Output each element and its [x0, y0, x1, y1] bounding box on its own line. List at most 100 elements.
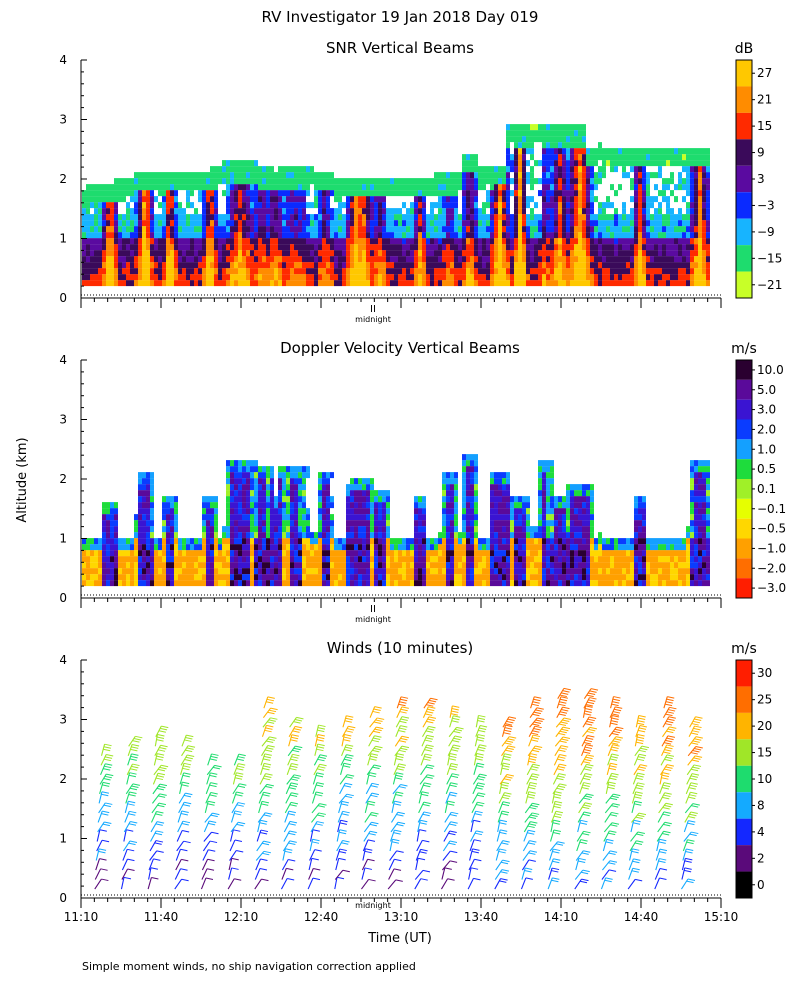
snr-cell [118, 190, 122, 197]
snr-cell [158, 244, 162, 251]
snr-cell [94, 256, 98, 263]
snr-cell [550, 148, 554, 155]
doppler-cell [442, 550, 446, 557]
doppler-cell [374, 496, 378, 503]
snr-cell [602, 220, 606, 227]
doppler-cell [302, 556, 306, 563]
doppler-cell [354, 568, 358, 575]
snr-cell [258, 220, 262, 227]
snr-cell [450, 262, 454, 269]
snr-cell [434, 250, 438, 257]
doppler-cell [130, 544, 134, 551]
snr-cell [278, 208, 282, 215]
doppler-cell [522, 532, 526, 539]
snr-cell [418, 268, 422, 275]
doppler-cell [346, 490, 350, 497]
snr-cell [242, 166, 246, 173]
doppler-cell [326, 484, 330, 491]
snr-cell [650, 232, 654, 239]
doppler-cell [386, 496, 390, 503]
snr-cell [694, 280, 698, 287]
snr-cell [522, 256, 526, 263]
snr-cell [346, 220, 350, 227]
snr-cell [250, 166, 254, 173]
doppler-cell [214, 550, 218, 557]
snr-cell [410, 262, 414, 269]
doppler-cell [550, 574, 554, 581]
snr-cell [170, 238, 174, 245]
snr-cell [90, 280, 94, 287]
doppler-cell [242, 466, 246, 473]
snr-cell [606, 238, 610, 245]
doppler-cell [502, 562, 506, 569]
doppler-cell [550, 526, 554, 533]
snr-cell [670, 148, 674, 155]
doppler-cell [258, 538, 262, 545]
doppler-cell [230, 568, 234, 575]
doppler-cell [398, 550, 402, 557]
snr-cell [250, 280, 254, 287]
snr-cell [586, 226, 590, 233]
snr-cell [522, 136, 526, 143]
doppler-cell [438, 550, 442, 557]
doppler-cell [90, 580, 94, 587]
snr-cell [518, 154, 522, 161]
snr-cell [566, 178, 570, 185]
snr-cell [170, 274, 174, 281]
doppler-cell [466, 454, 470, 461]
doppler-cell [550, 484, 554, 491]
snr-cell [526, 178, 530, 185]
doppler-cell [214, 526, 218, 533]
snr-cell [494, 256, 498, 263]
snr-cell [326, 202, 330, 209]
snr-cell [382, 268, 386, 275]
doppler-cell [170, 556, 174, 563]
doppler-cell [418, 556, 422, 563]
snr-cell [482, 238, 486, 245]
snr-cell [386, 190, 390, 197]
snr-cell [582, 154, 586, 161]
doppler-cell [462, 478, 466, 485]
colorbar-label: −9 [757, 225, 775, 239]
snr-cell [670, 220, 674, 227]
snr-cell [654, 154, 658, 161]
snr-cell [158, 250, 162, 257]
doppler-cell [378, 514, 382, 521]
snr-cell [522, 214, 526, 221]
snr-cell [478, 220, 482, 227]
doppler-cell [158, 556, 162, 563]
doppler-cell [474, 520, 478, 527]
snr-cell [254, 280, 258, 287]
snr-cell [566, 202, 570, 209]
snr-cell [138, 238, 142, 245]
snr-cell [646, 238, 650, 245]
snr-cell [314, 202, 318, 209]
doppler-cell [190, 562, 194, 569]
snr-cell [374, 244, 378, 251]
snr-cell [114, 196, 118, 203]
doppler-cell [226, 526, 230, 533]
doppler-cell [110, 574, 114, 581]
snr-cell [414, 184, 418, 191]
doppler-cell [418, 574, 422, 581]
snr-cell [618, 244, 622, 251]
doppler-cell [418, 532, 422, 539]
snr-cell [578, 256, 582, 263]
doppler-cell [142, 508, 146, 515]
doppler-cell [450, 496, 454, 503]
doppler-cell [294, 514, 298, 521]
snr-cell [594, 268, 598, 275]
doppler-cell [554, 562, 558, 569]
snr-cell [566, 268, 570, 275]
doppler-cell [514, 532, 518, 539]
snr-cell [570, 178, 574, 185]
doppler-cell [466, 562, 470, 569]
doppler-cell [382, 532, 386, 539]
snr-cell [378, 178, 382, 185]
snr-cell [334, 190, 338, 197]
snr-cell [574, 154, 578, 161]
snr-cell [170, 178, 174, 185]
doppler-cell [234, 496, 238, 503]
doppler-cell [406, 556, 410, 563]
snr-cell [702, 154, 706, 161]
